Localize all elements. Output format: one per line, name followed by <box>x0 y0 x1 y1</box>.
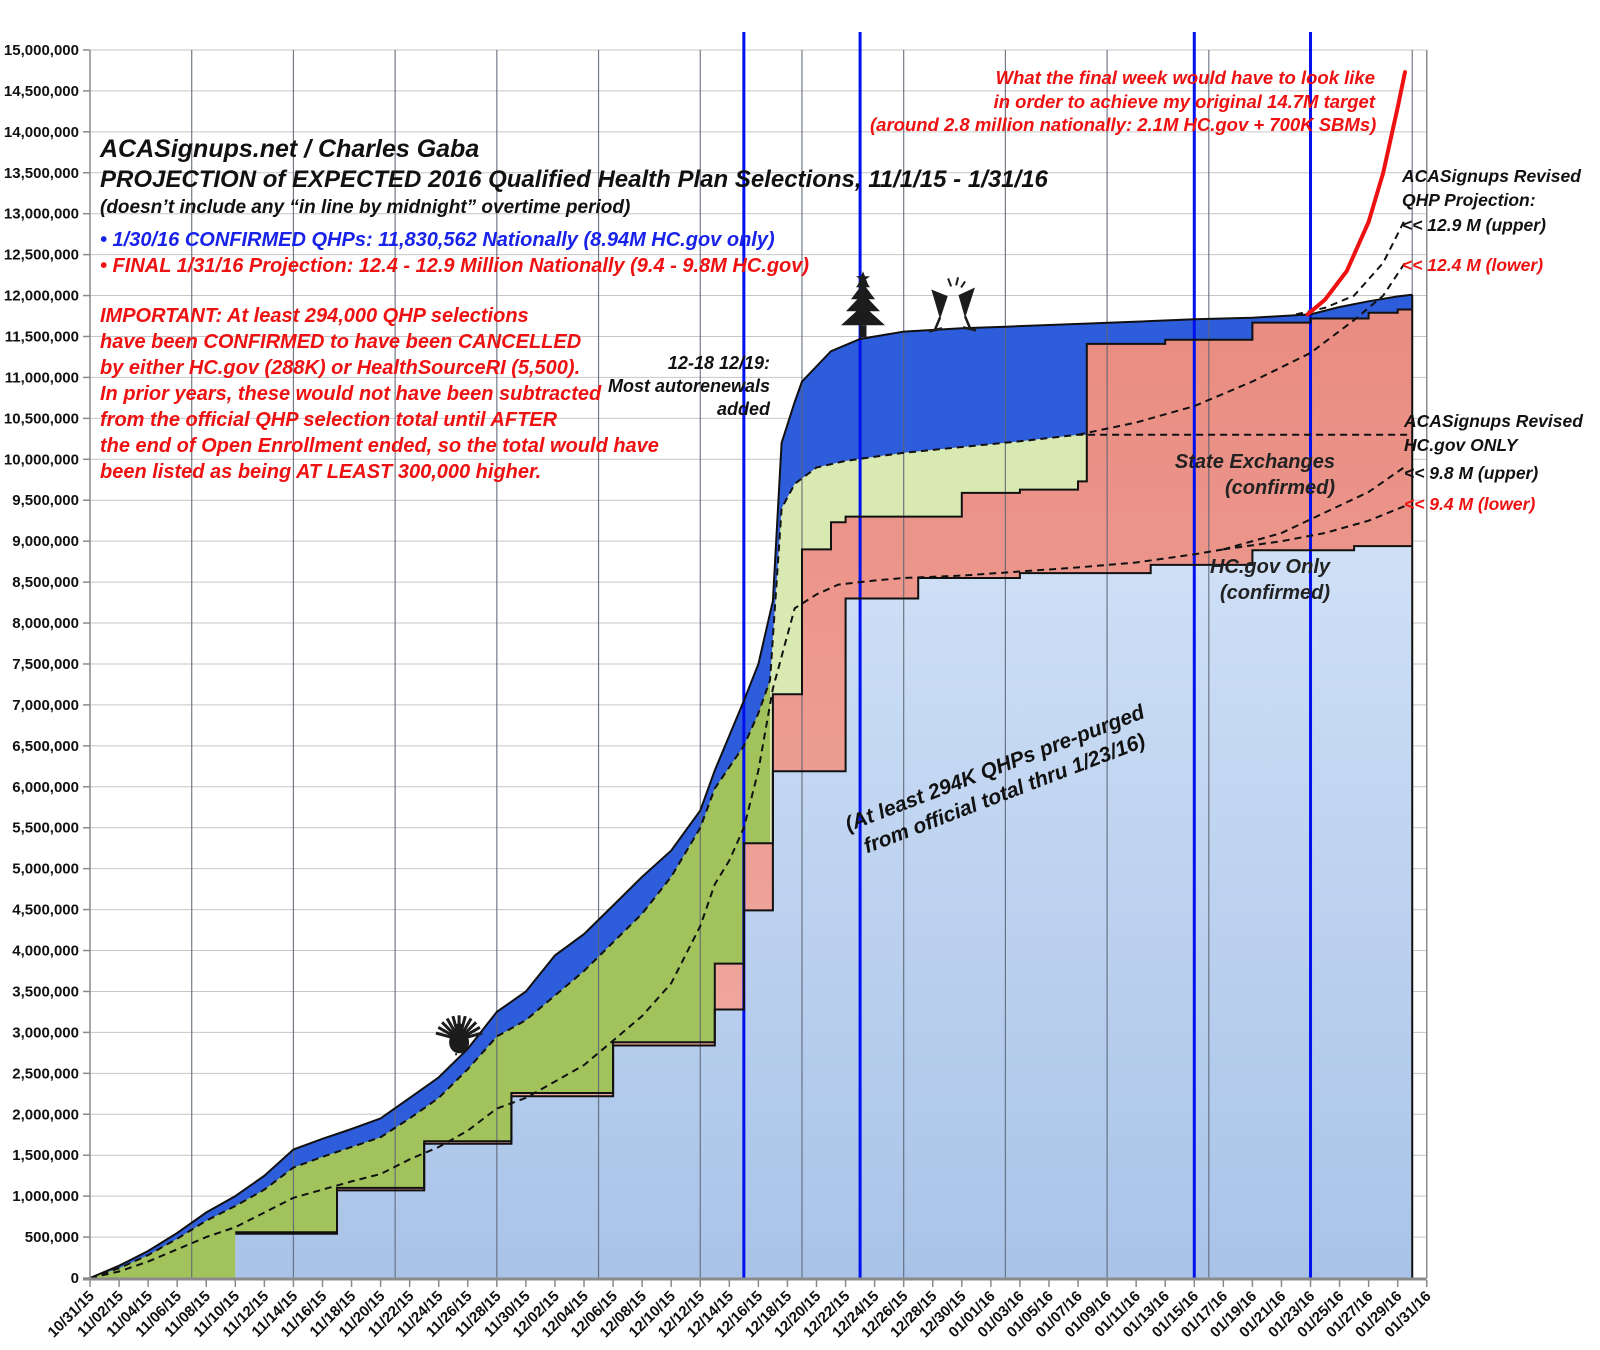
svg-text:4,000,000: 4,000,000 <box>12 943 79 960</box>
hcgov-projection-legend: ACASignups Revised HC.gov ONLY << 9.8 M … <box>1404 410 1583 517</box>
svg-text:9,000,000: 9,000,000 <box>12 533 79 550</box>
thanksgiving-turkey-icon <box>435 1015 483 1056</box>
christmas-tree-icon <box>841 271 885 338</box>
svg-text:2,500,000: 2,500,000 <box>12 1065 79 1082</box>
qhp-upper-label: << 12.9 M (upper) <box>1402 215 1546 236</box>
svg-text:14,500,000: 14,500,000 <box>4 83 79 100</box>
svg-text:6,500,000: 6,500,000 <box>12 738 79 755</box>
hcgov-lower-label: << 9.4 M (lower) <box>1404 493 1536 514</box>
svg-text:8,000,000: 8,000,000 <box>12 615 79 632</box>
svg-text:14,000,000: 14,000,000 <box>4 124 79 141</box>
svg-text:1,500,000: 1,500,000 <box>12 1147 79 1164</box>
chart-title: PROJECTION of EXPECTED 2016 Qualified He… <box>100 166 1048 193</box>
hcgov-upper-label: << 9.8 M (upper) <box>1404 463 1539 484</box>
qhp-projection-legend: ACASignups Revised QHP Projection: << 12… <box>1402 165 1581 278</box>
svg-text:3,500,000: 3,500,000 <box>12 983 79 1000</box>
svg-text:10,000,000: 10,000,000 <box>4 451 79 468</box>
svg-text:13,000,000: 13,000,000 <box>4 206 79 223</box>
svg-text:6,000,000: 6,000,000 <box>12 779 79 796</box>
autorenewals-annotation: 12-18 12/19: Most autorenewals added <box>607 353 770 420</box>
svg-text:7,000,000: 7,000,000 <box>12 697 79 714</box>
svg-text:11,500,000: 11,500,000 <box>5 328 79 345</box>
svg-text:4,500,000: 4,500,000 <box>12 902 79 919</box>
svg-text:0: 0 <box>71 1270 79 1287</box>
qhp-lower-label: << 12.4 M (lower) <box>1402 254 1544 275</box>
champagne-glasses-icon <box>928 277 977 333</box>
svg-text:10,500,000: 10,500,000 <box>4 410 79 427</box>
svg-text:12,500,000: 12,500,000 <box>4 247 79 264</box>
chart-subtitle: (doesn’t include any “in line by midnigh… <box>100 196 631 218</box>
svg-text:8,500,000: 8,500,000 <box>12 574 79 591</box>
svg-text:2,000,000: 2,000,000 <box>12 1106 79 1123</box>
state-exchanges-label: State Exchanges (confirmed) <box>1174 451 1335 499</box>
svg-text:5,000,000: 5,000,000 <box>12 861 79 878</box>
svg-text:500,000: 500,000 <box>25 1229 79 1246</box>
final-week-annotation: What the final week would have to look l… <box>870 67 1377 136</box>
svg-text:15,000,000: 15,000,000 <box>4 42 79 59</box>
svg-text:1,000,000: 1,000,000 <box>12 1188 79 1205</box>
svg-text:13,500,000: 13,500,000 <box>4 165 79 182</box>
svg-text:12,000,000: 12,000,000 <box>4 288 79 305</box>
final-projection-bullet: • FINAL 1/31/16 Projection: 12.4 - 12.9 … <box>100 254 810 277</box>
page-title: ACASignups.net / Charles Gaba <box>100 135 480 163</box>
svg-text:11,000,000: 11,000,000 <box>5 369 79 386</box>
chart-header: ACASignups.net / Charles Gaba PROJECTION… <box>100 133 1048 220</box>
hcgov-only-label: HC.gov Only (confirmed) <box>1209 556 1330 604</box>
important-note: IMPORTANT: At least 294,000 QHP selectio… <box>100 305 659 483</box>
svg-text:3,000,000: 3,000,000 <box>12 1024 79 1041</box>
svg-text:9,500,000: 9,500,000 <box>12 492 79 509</box>
confirmed-qhps-bullet: • 1/30/16 CONFIRMED QHPs: 11,830,562 Nat… <box>100 229 775 251</box>
svg-text:5,500,000: 5,500,000 <box>12 820 79 837</box>
summary-bullets: • 1/30/16 CONFIRMED QHPs: 11,830,562 Nat… <box>100 228 809 279</box>
svg-text:7,500,000: 7,500,000 <box>12 656 79 673</box>
